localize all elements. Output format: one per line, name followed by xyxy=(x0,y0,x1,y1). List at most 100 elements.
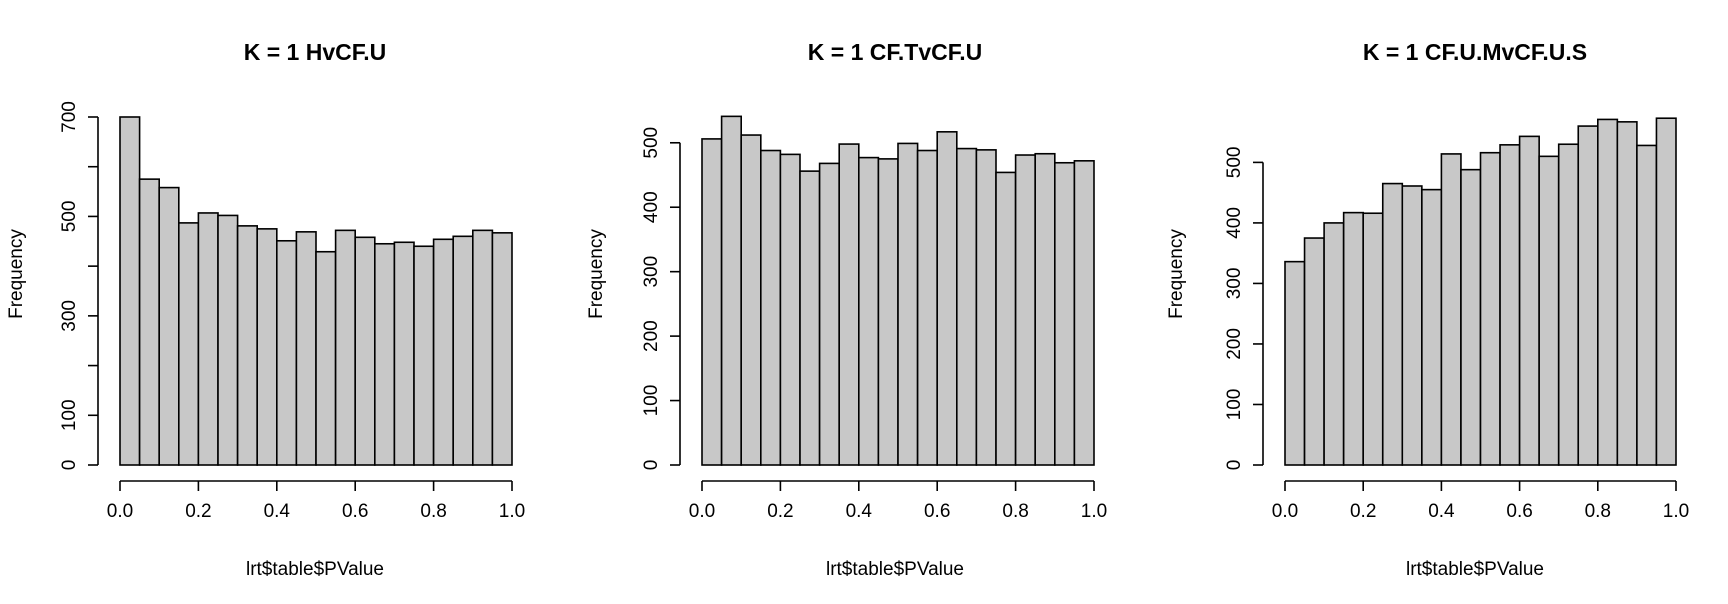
panel-3-bars xyxy=(1284,117,1677,466)
histogram-bar xyxy=(779,153,801,466)
histogram-bar xyxy=(1460,168,1482,466)
x-tick-label: 0.8 xyxy=(1002,501,1028,522)
histogram-bar xyxy=(916,149,938,466)
histogram-bar xyxy=(1014,154,1036,466)
histogram-bar xyxy=(1557,143,1580,466)
panel-3-ylabel: Frequency xyxy=(1166,229,1187,319)
histogram-bar xyxy=(217,214,239,466)
x-tick-label: 0.0 xyxy=(1272,501,1298,522)
x-tick-label: 0.2 xyxy=(185,501,211,522)
y-tick-label: 0 xyxy=(1224,460,1245,471)
panel-2-bars xyxy=(701,115,1095,466)
histogram-bar xyxy=(975,149,997,466)
panel-3-x-axis: 0.0 0.2 0.4 0.6 0.8 1.0 xyxy=(1272,480,1689,522)
y-tick-label: 300 xyxy=(59,300,80,332)
histogram-bar xyxy=(1479,151,1501,466)
x-tick-label: 0.6 xyxy=(924,501,950,522)
y-tick-label: 300 xyxy=(641,256,662,288)
histogram-bar xyxy=(1440,153,1462,466)
histogram-bar xyxy=(138,178,161,466)
histogram-bar xyxy=(236,225,259,466)
x-tick-label: 0.6 xyxy=(1506,501,1532,522)
panel-1-ylabel: Frequency xyxy=(6,229,27,319)
y-tick-label: 200 xyxy=(1224,328,1245,360)
x-tick-label: 0.2 xyxy=(1350,501,1376,522)
y-tick-label: 400 xyxy=(641,191,662,223)
panel-1-title: K = 1 HvCF.U xyxy=(244,39,387,65)
histogram-bar xyxy=(799,170,821,466)
panel-3: K = 1 CF.U.MvCF.U.S lrt$table$PValue Fre… xyxy=(1166,39,1689,580)
histogram-bar xyxy=(857,156,880,466)
y-tick-label: 500 xyxy=(641,127,662,159)
panel-1-bars xyxy=(119,116,513,466)
histogram-bar xyxy=(1616,121,1638,466)
x-tick-label: 0.4 xyxy=(846,501,873,522)
histogram-bar xyxy=(315,250,337,466)
y-tick-label: 0 xyxy=(641,460,662,471)
histogram-bar xyxy=(1421,188,1443,466)
x-tick-label: 0.4 xyxy=(1428,501,1455,522)
histogram-bar xyxy=(1636,144,1658,466)
histogram-bar xyxy=(838,143,860,466)
y-tick-label: 400 xyxy=(1224,207,1245,239)
x-tick-label: 0.4 xyxy=(264,501,291,522)
histogram-bar xyxy=(1034,152,1056,466)
histogram-bar xyxy=(1303,237,1325,466)
panel-3-title: K = 1 CF.U.MvCF.U.S xyxy=(1363,39,1587,65)
histogram-bar xyxy=(720,115,742,466)
histogram-bar xyxy=(759,149,782,466)
histogram-bar xyxy=(334,229,357,466)
histogram-bar xyxy=(1597,118,1619,466)
panel-2-x-axis: 0.0 0.2 0.4 0.6 0.8 1.0 xyxy=(689,480,1107,522)
histogram-bar xyxy=(1655,117,1677,466)
histogram-bar xyxy=(1284,260,1306,466)
x-tick-label: 1.0 xyxy=(499,501,525,522)
histogram-bar xyxy=(158,186,180,466)
histogram-bar xyxy=(740,134,762,466)
histogram-bar xyxy=(491,232,513,466)
y-tick-label: 0 xyxy=(59,460,80,471)
histogram-bar xyxy=(373,242,396,466)
histogram-bar xyxy=(701,138,723,466)
panel-3-y-axis: 0 100 200 300 400 500 xyxy=(1224,147,1264,471)
histogram-bar xyxy=(178,222,200,466)
histogram-bar xyxy=(471,229,494,466)
histogram-bar xyxy=(897,142,919,466)
panel-2-xlabel: lrt$table$PValue xyxy=(826,559,964,580)
y-tick-label: 500 xyxy=(1224,147,1245,179)
histogram-bar xyxy=(877,158,899,466)
histogram-bar xyxy=(413,245,435,466)
y-tick-label: 100 xyxy=(641,385,662,417)
panel-2: K = 1 CF.TvCF.U lrt$table$PValue Frequen… xyxy=(586,39,1107,580)
histogram-bar xyxy=(393,241,415,466)
panel-1-y-axis: 0 100 300 500 700 xyxy=(59,101,99,471)
histogram-bar xyxy=(275,239,298,466)
histogram-bar xyxy=(119,116,141,466)
histogram-bar xyxy=(1577,125,1599,466)
panel-2-title: K = 1 CF.TvCF.U xyxy=(808,39,982,65)
histogram-bar xyxy=(452,235,474,466)
x-tick-label: 0.8 xyxy=(1585,501,1611,522)
histogram-bar xyxy=(354,236,376,466)
histogram-bar xyxy=(1401,185,1423,466)
histogram-bar xyxy=(1073,160,1095,466)
histogram-bar xyxy=(1054,161,1076,466)
y-tick-label: 500 xyxy=(59,201,80,233)
histogram-bar xyxy=(1342,211,1365,466)
histogram-bar xyxy=(936,131,958,466)
x-tick-label: 0.0 xyxy=(107,501,133,522)
histogram-bar xyxy=(995,171,1017,466)
histogram-bar xyxy=(1323,222,1345,466)
y-tick-label: 700 xyxy=(59,101,80,133)
y-tick-label: 100 xyxy=(1224,389,1245,421)
histogram-bar xyxy=(295,231,317,466)
y-tick-label: 200 xyxy=(641,320,662,352)
y-tick-label: 100 xyxy=(59,399,80,431)
histogram-bar xyxy=(1499,144,1521,466)
panel-1: K = 1 HvCF.U lrt$table$PValue Frequency … xyxy=(6,39,525,580)
histogram-bar xyxy=(197,212,219,466)
panel-3-xlabel: lrt$table$PValue xyxy=(1406,559,1544,580)
histogram-bar xyxy=(1362,212,1384,466)
x-tick-label: 0.0 xyxy=(689,501,715,522)
